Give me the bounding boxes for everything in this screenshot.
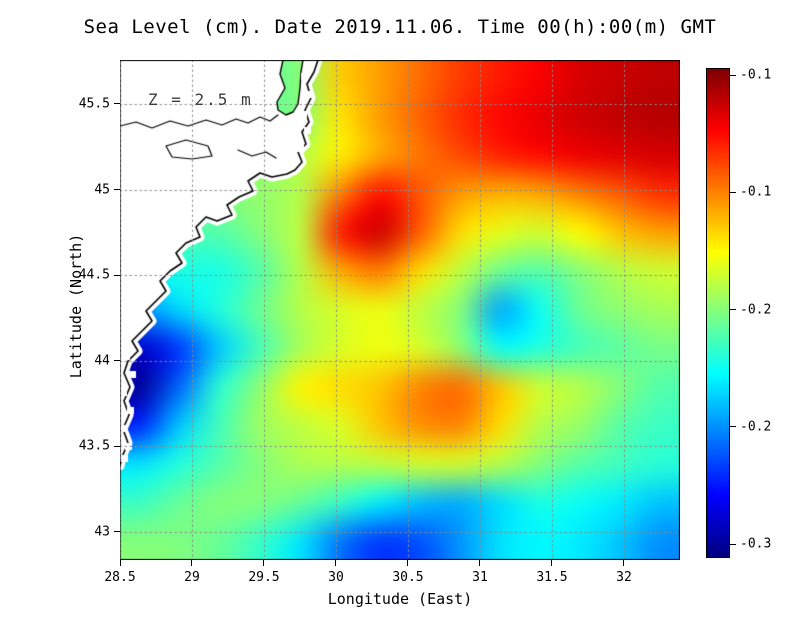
colorbar-tick [730, 309, 736, 311]
y-axis-tick [114, 274, 120, 276]
x-axis-tick [335, 560, 337, 566]
x-tick-label: 32 [616, 570, 632, 585]
x-tick-label: 31 [472, 570, 488, 585]
x-tick-label: 30 [328, 570, 344, 585]
y-tick-label: 44.5 [78, 267, 110, 283]
colorbar-tick-label: -0.2 [740, 302, 772, 318]
x-axis-tick [623, 560, 625, 566]
y-tick-label: 45.5 [78, 96, 110, 112]
colorbar-tick-label: -0.2 [740, 419, 772, 435]
x-tick-label: 29.5 [248, 570, 280, 585]
colorbar-tick-label: -0.3 [740, 536, 772, 552]
x-axis-tick [119, 560, 121, 566]
y-tick-label: 43.5 [78, 438, 110, 454]
colorbar-tick-label: -0.1 [740, 67, 772, 83]
x-tick-label: 28.5 [104, 570, 136, 585]
x-axis-tick [191, 560, 193, 566]
heatmap-plot-canvas [120, 60, 680, 560]
x-axis-tick [551, 560, 553, 566]
y-axis-tick [114, 445, 120, 447]
y-tick-label: 44 [94, 353, 110, 369]
y-axis-label: Latitude (North) [67, 233, 85, 379]
x-tick-label: 31.5 [536, 570, 568, 585]
x-axis-tick [263, 560, 265, 566]
y-axis-tick [114, 531, 120, 533]
colorbar-tick [730, 543, 736, 545]
x-axis-tick [479, 560, 481, 566]
depth-annotation: Z = 2.5 m [148, 90, 253, 109]
x-tick-label: 29 [184, 570, 200, 585]
y-tick-label: 45 [94, 182, 110, 198]
colorbar [706, 68, 730, 558]
y-axis-tick [114, 103, 120, 105]
y-axis-tick [114, 360, 120, 362]
colorbar-tick [730, 191, 736, 193]
x-axis-tick [407, 560, 409, 566]
y-axis-tick [114, 189, 120, 191]
y-tick-label: 43 [94, 524, 110, 540]
colorbar-tick [730, 74, 736, 76]
colorbar-tick [730, 426, 736, 428]
x-tick-label: 30.5 [392, 570, 424, 585]
x-axis-label: Longitude (East) [327, 590, 473, 608]
chart-title: Sea Level (cm). Date 2019.11.06. Time 00… [83, 16, 717, 38]
colorbar-tick-label: -0.1 [740, 184, 772, 200]
